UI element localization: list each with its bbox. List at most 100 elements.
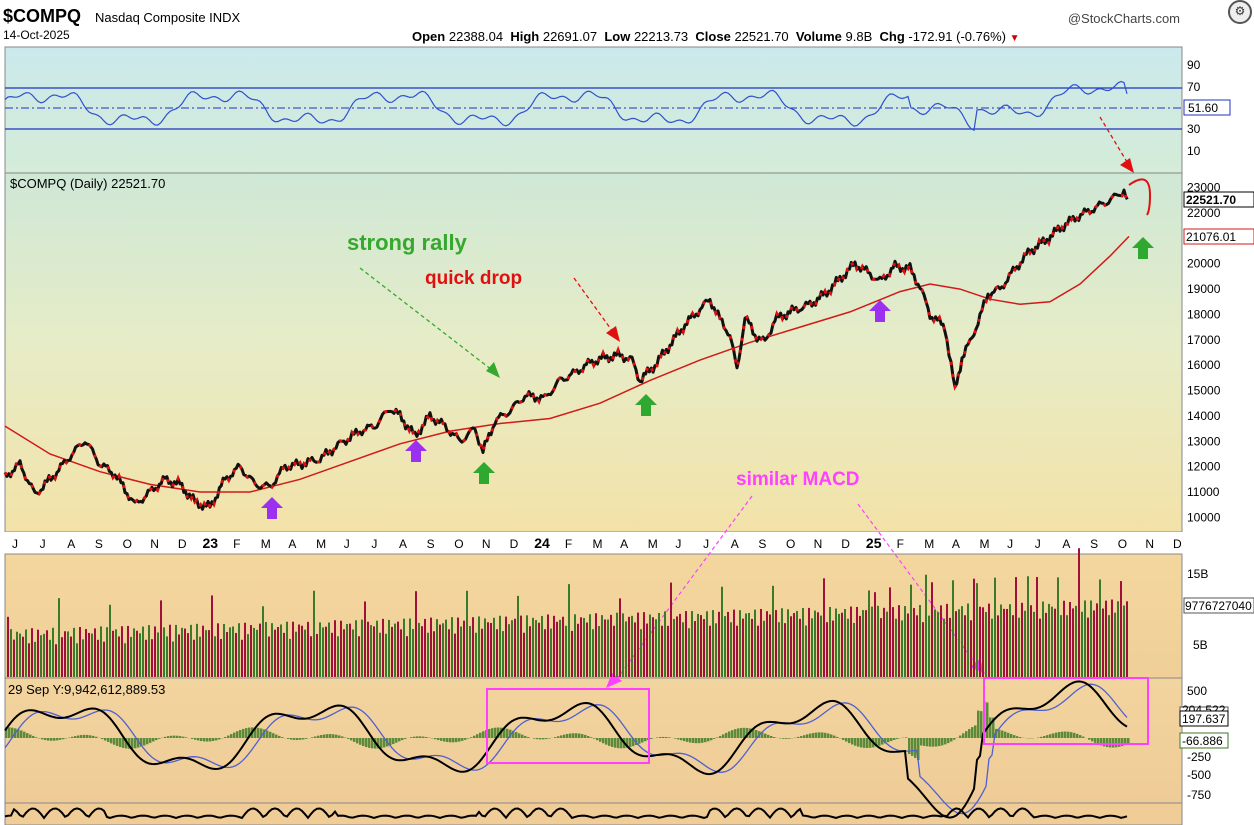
settings-icon[interactable]: ⚙: [1228, 0, 1252, 24]
volume-bar: [328, 622, 330, 677]
volume-bar: [160, 600, 162, 677]
macd-hist-bar: [560, 735, 563, 738]
volume-bar: [1108, 615, 1110, 677]
macd-highlight-box-left: [486, 688, 650, 764]
volume-bar: [670, 582, 672, 677]
macd-hist-bar: [878, 738, 881, 746]
macd-hist-bar: [230, 734, 233, 738]
macd-hist-bar: [941, 738, 944, 746]
volume-bar: [658, 613, 660, 677]
volume-bar: [34, 641, 36, 677]
macd-hist-bar: [341, 736, 344, 738]
macd-hist-bar: [851, 738, 854, 745]
macd-hist-bar: [281, 737, 284, 738]
month-label: F: [233, 537, 240, 551]
macd-hist-bar: [719, 735, 722, 738]
macd-hist-bar: [527, 737, 530, 738]
month-label: F: [565, 537, 572, 551]
month-label: J: [40, 537, 46, 551]
macd-signal-line: [4, 683, 1128, 815]
volume-bar: [469, 626, 471, 677]
ma-value: 21076.01: [1186, 230, 1236, 244]
macd-hist-bar: [206, 738, 209, 742]
volume-bar: [907, 613, 909, 677]
macd-hist-bar: [1046, 735, 1049, 738]
macd-hist-bar: [587, 735, 590, 738]
macd-hist-bar: [245, 728, 248, 738]
macd-hist-bar: [440, 738, 443, 741]
macd-tick-neg500: -500: [1187, 768, 1211, 782]
macd-hist-bar: [947, 738, 950, 744]
volume-bar: [145, 639, 147, 677]
volume-bar: [412, 628, 414, 677]
macd-hist-bar: [467, 738, 470, 739]
volume-bar: [595, 613, 597, 677]
volume-bar: [109, 604, 111, 677]
price-value-box: [1183, 191, 1254, 208]
macd-hist-bar: [446, 738, 449, 743]
quick-drop-label: quick drop: [425, 268, 522, 289]
volume-bar: [274, 629, 276, 677]
volume-bar: [1114, 612, 1116, 677]
macd-hist-bar: [296, 738, 299, 741]
macd-hist-bar: [950, 738, 953, 742]
volume-bar: [121, 626, 123, 677]
volume-bar: [493, 617, 495, 677]
macd-hist-bar: [605, 738, 608, 745]
volume-bar: [43, 633, 45, 677]
chart-date: 14-Oct-2025: [3, 28, 70, 42]
month-label: A: [1062, 537, 1070, 551]
volume-bar: [484, 618, 486, 677]
price-tick-label: 17000: [1187, 333, 1221, 347]
macd-hist-bar: [95, 736, 98, 738]
macd-hist-bar: [662, 736, 665, 738]
macd-hist-bar: [929, 738, 932, 747]
macd-hist-bar: [515, 732, 518, 738]
volume-bar: [28, 643, 30, 677]
volume-bar: [589, 614, 591, 677]
volume-bar: [571, 630, 573, 677]
volume-bar: [262, 606, 264, 677]
volume-bar: [100, 626, 102, 677]
month-label: A: [288, 537, 296, 551]
volume-bar: [904, 606, 906, 677]
macd-hist-bar: [143, 738, 146, 746]
month-labels: J J A S O N D 23 F M A M J J A S O N D 24 F M A M J J A S O N D 25 F M A M J…: [12, 535, 1182, 551]
macd-hist-bar: [53, 738, 56, 741]
projection-curve: [1128, 178, 1152, 216]
macd-hist-bar: [944, 738, 947, 745]
volume-bar: [22, 636, 24, 677]
macd-hist-bar: [170, 735, 173, 738]
macd-hist-bar: [974, 725, 977, 738]
volume-bar: [1042, 601, 1044, 677]
volume-bar: [898, 605, 900, 677]
macd-hist-bar: [77, 735, 80, 738]
volume-bar: [427, 632, 429, 677]
volume-bar: [490, 622, 492, 677]
macd-hist-bar: [725, 732, 728, 738]
volume-bar: [766, 611, 768, 677]
volume-bar: [346, 624, 348, 677]
volume-bar: [709, 625, 711, 677]
macd-hist-bar: [482, 731, 485, 738]
volume-bar: [892, 607, 894, 677]
macd-panel: [4, 677, 1183, 804]
volume-bar: [58, 598, 60, 677]
volume-bar: [1015, 577, 1017, 677]
macd-hist-bar: [134, 738, 137, 749]
volume-bar: [754, 609, 756, 677]
volume-bar: [298, 624, 300, 677]
month-label: A: [67, 537, 75, 551]
macd-hist-bar: [263, 729, 266, 738]
volume-bar: [994, 577, 996, 677]
volume-bar: [802, 608, 804, 677]
volume-bar: [694, 621, 696, 677]
volume-bar: [631, 615, 633, 677]
volume-bar: [394, 623, 396, 677]
macd-hist-bar: [1106, 738, 1109, 748]
month-label: F: [897, 537, 904, 551]
volume-bar: [997, 615, 999, 677]
macd-hist-bar: [677, 738, 680, 740]
volume-bar: [1003, 608, 1005, 677]
macd-hist-bar: [20, 730, 23, 738]
